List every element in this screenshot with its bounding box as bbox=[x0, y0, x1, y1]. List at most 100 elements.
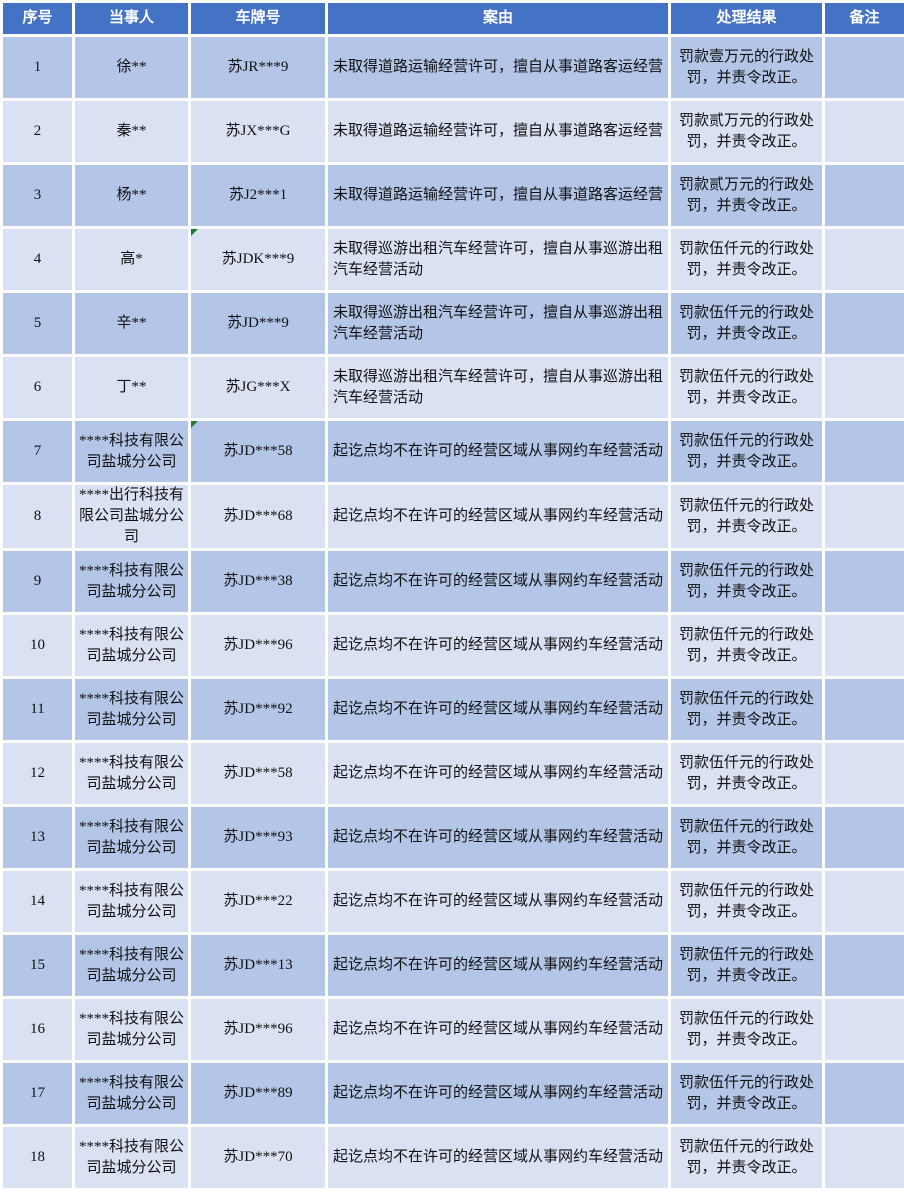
plate-cell: 苏JDK***9 bbox=[188, 226, 328, 293]
cause-cell: 未取得道路运输经营许可，擅自从事道路客运经营 bbox=[325, 98, 671, 165]
index-cell: 18 bbox=[0, 1124, 75, 1191]
result-cell: 罚款贰万元的行政处罚，并责令改正。 bbox=[668, 98, 825, 165]
header-cell-result: 处理结果 bbox=[668, 0, 825, 37]
table-row: 7 ****科技有限公司盐城分公司 苏JD***58 起讫点均不在许可的经营区域从事网… bbox=[0, 418, 904, 485]
cause-cell: 起讫点均不在许可的经营区域从事网约车经营活动 bbox=[325, 418, 671, 485]
remark-cell bbox=[822, 98, 904, 165]
remark-cell bbox=[822, 804, 904, 871]
plate-cell: 苏JX***G bbox=[188, 98, 328, 165]
party-cell: ****科技有限公司盐城分公司 bbox=[72, 996, 191, 1063]
plate-cell: 苏JD***96 bbox=[188, 612, 328, 679]
plate-cell: 苏JD***13 bbox=[188, 932, 328, 999]
plate-cell: 苏JD***58 bbox=[188, 418, 328, 485]
error-indicator-icon bbox=[192, 422, 198, 428]
party-cell: ****科技有限公司盐城分公司 bbox=[72, 932, 191, 999]
cause-cell: 未取得巡游出租汽车经营许可，擅自从事巡游出租汽车经营活动 bbox=[325, 354, 671, 421]
party-cell: ****科技有限公司盐城分公司 bbox=[72, 548, 191, 615]
party-cell: ****科技有限公司盐城分公司 bbox=[72, 868, 191, 935]
index-cell: 7 bbox=[0, 418, 75, 485]
result-cell: 罚款伍仟元的行政处罚，并责令改正。 bbox=[668, 1124, 825, 1191]
remark-cell bbox=[822, 996, 904, 1063]
plate-cell: 苏JG***X bbox=[188, 354, 328, 421]
index-cell: 16 bbox=[0, 996, 75, 1063]
result-cell: 罚款伍仟元的行政处罚，并责令改正。 bbox=[668, 1060, 825, 1127]
index-cell: 14 bbox=[0, 868, 75, 935]
remark-cell bbox=[822, 418, 904, 485]
cause-cell: 未取得道路运输经营许可，擅自从事道路客运经营 bbox=[325, 162, 671, 229]
result-cell: 罚款伍仟元的行政处罚，并责令改正。 bbox=[668, 676, 825, 743]
plate-cell: 苏JD***9 bbox=[188, 290, 328, 357]
index-cell: 13 bbox=[0, 804, 75, 871]
party-cell: 徐** bbox=[72, 34, 191, 101]
party-cell: ****科技有限公司盐城分公司 bbox=[72, 1124, 191, 1191]
result-cell: 罚款伍仟元的行政处罚，并责令改正。 bbox=[668, 290, 825, 357]
table-row: 9 ****科技有限公司盐城分公司 苏JD***38 起讫点均不在许可的经营区域从事网… bbox=[0, 548, 904, 615]
result-cell: 罚款伍仟元的行政处罚，并责令改正。 bbox=[668, 996, 825, 1063]
index-cell: 1 bbox=[0, 34, 75, 101]
index-cell: 5 bbox=[0, 290, 75, 357]
party-cell: 辛** bbox=[72, 290, 191, 357]
cause-cell: 起讫点均不在许可的经营区域从事网约车经营活动 bbox=[325, 548, 671, 615]
result-cell: 罚款伍仟元的行政处罚，并责令改正。 bbox=[668, 804, 825, 871]
cause-cell: 未取得巡游出租汽车经营许可，擅自从事巡游出租汽车经营活动 bbox=[325, 226, 671, 293]
cause-cell: 起讫点均不在许可的经营区域从事网约车经营活动 bbox=[325, 612, 671, 679]
table-body: 1 徐** 苏JR***9 未取得道路运输经营许可，擅自从事道路客运经营 罚款壹万元的行… bbox=[0, 34, 904, 1191]
result-cell: 罚款壹万元的行政处罚，并责令改正。 bbox=[668, 34, 825, 101]
remark-cell bbox=[822, 290, 904, 357]
cause-cell: 起讫点均不在许可的经营区域从事网约车经营活动 bbox=[325, 1124, 671, 1191]
header-cell-cause: 案由 bbox=[325, 0, 671, 37]
remark-cell bbox=[822, 932, 904, 999]
table-row: 18 ****科技有限公司盐城分公司 苏JD***70 起讫点均不在许可的经营区域从事… bbox=[0, 1124, 904, 1191]
table-row: 6 丁** 苏JG***X 未取得巡游出租汽车经营许可，擅自从事巡游出租汽车经营活动罚… bbox=[0, 354, 904, 421]
cause-cell: 起讫点均不在许可的经营区域从事网约车经营活动 bbox=[325, 740, 671, 807]
party-cell: ****科技有限公司盐城分公司 bbox=[72, 1060, 191, 1127]
remark-cell bbox=[822, 482, 904, 551]
cause-cell: 起讫点均不在许可的经营区域从事网约车经营活动 bbox=[325, 482, 671, 551]
table-row: 16 ****科技有限公司盐城分公司 苏JD***96 起讫点均不在许可的经营区域从事… bbox=[0, 996, 904, 1063]
index-cell: 9 bbox=[0, 548, 75, 615]
party-cell: ****科技有限公司盐城分公司 bbox=[72, 418, 191, 485]
cause-cell: 起讫点均不在许可的经营区域从事网约车经营活动 bbox=[325, 996, 671, 1063]
plate-cell: 苏JD***96 bbox=[188, 996, 328, 1063]
index-cell: 2 bbox=[0, 98, 75, 165]
index-cell: 15 bbox=[0, 932, 75, 999]
plate-cell: 苏JD***22 bbox=[188, 868, 328, 935]
party-cell: ****科技有限公司盐城分公司 bbox=[72, 676, 191, 743]
party-cell: 高* bbox=[72, 226, 191, 293]
index-cell: 8 bbox=[0, 482, 75, 551]
remark-cell bbox=[822, 868, 904, 935]
index-cell: 12 bbox=[0, 740, 75, 807]
remark-cell bbox=[822, 1124, 904, 1191]
table-row: 14 ****科技有限公司盐城分公司 苏JD***22 起讫点均不在许可的经营区域从事… bbox=[0, 868, 904, 935]
party-cell: 秦** bbox=[72, 98, 191, 165]
party-cell: ****出行科技有限公司盐城分公司 bbox=[72, 482, 191, 551]
cause-cell: 未取得道路运输经营许可，擅自从事道路客运经营 bbox=[325, 34, 671, 101]
remark-cell bbox=[822, 740, 904, 807]
table-row: 2 秦** 苏JX***G 未取得道路运输经营许可，擅自从事道路客运经营 罚款贰万元的行… bbox=[0, 98, 904, 165]
table-row: 5 辛** 苏JD***9 未取得巡游出租汽车经营许可，擅自从事巡游出租汽车经营活动罚… bbox=[0, 290, 904, 357]
remark-cell bbox=[822, 162, 904, 229]
result-cell: 罚款伍仟元的行政处罚，并责令改正。 bbox=[668, 932, 825, 999]
plate-cell: 苏JD***93 bbox=[188, 804, 328, 871]
remark-cell bbox=[822, 226, 904, 293]
party-cell: ****科技有限公司盐城分公司 bbox=[72, 612, 191, 679]
table-row: 10 ****科技有限公司盐城分公司 苏JD***96 起讫点均不在许可的经营区域从事… bbox=[0, 612, 904, 679]
plate-cell: 苏J2***1 bbox=[188, 162, 328, 229]
error-indicator-icon bbox=[192, 230, 198, 236]
header-cell-plate: 车牌号 bbox=[188, 0, 328, 37]
index-cell: 3 bbox=[0, 162, 75, 229]
header-cell-party: 当事人 bbox=[72, 0, 191, 37]
party-cell: ****科技有限公司盐城分公司 bbox=[72, 804, 191, 871]
party-cell: 丁** bbox=[72, 354, 191, 421]
plate-cell: 苏JD***58 bbox=[188, 740, 328, 807]
plate-cell: 苏JD***38 bbox=[188, 548, 328, 615]
remark-cell bbox=[822, 1060, 904, 1127]
plate-cell: 苏JD***92 bbox=[188, 676, 328, 743]
result-cell: 罚款伍仟元的行政处罚，并责令改正。 bbox=[668, 354, 825, 421]
table-row: 1 徐** 苏JR***9 未取得道路运输经营许可，擅自从事道路客运经营 罚款壹万元的行… bbox=[0, 34, 904, 101]
remark-cell bbox=[822, 676, 904, 743]
plate-cell: 苏JR***9 bbox=[188, 34, 328, 101]
plate-cell: 苏JD***70 bbox=[188, 1124, 328, 1191]
table-row: 15 ****科技有限公司盐城分公司 苏JD***13 起讫点均不在许可的经营区域从事… bbox=[0, 932, 904, 999]
